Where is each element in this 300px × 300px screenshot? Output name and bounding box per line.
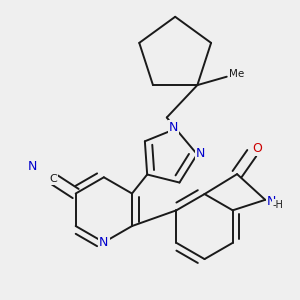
Text: N: N xyxy=(196,147,205,160)
Text: O: O xyxy=(252,142,262,155)
Text: N: N xyxy=(267,195,276,208)
Text: N: N xyxy=(28,160,38,173)
Text: N: N xyxy=(169,121,178,134)
Text: N: N xyxy=(99,236,109,249)
Text: Me: Me xyxy=(229,69,244,79)
Text: C: C xyxy=(50,174,58,184)
Text: -H: -H xyxy=(273,200,284,210)
